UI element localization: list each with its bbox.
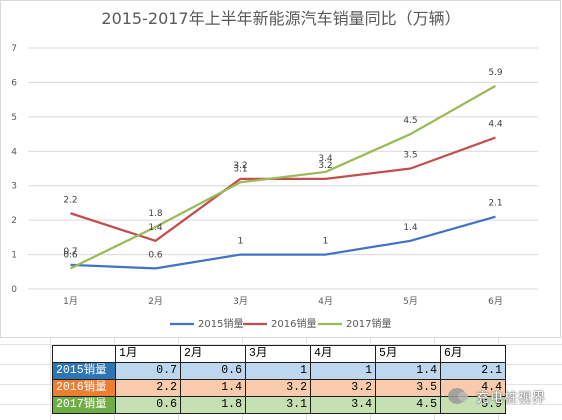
table-header-cell: 3月 bbox=[245, 345, 311, 363]
x-tick-label: 5月 bbox=[403, 296, 418, 307]
table-cell: 0.6 bbox=[180, 362, 246, 380]
data-label: 0.6 bbox=[148, 250, 163, 260]
data-label: 3.4 bbox=[318, 154, 333, 164]
table-cell: 1.8 bbox=[180, 396, 246, 414]
data-label: 0.7 bbox=[63, 247, 77, 257]
data-label: 5.9 bbox=[488, 68, 503, 78]
data-label: 1.4 bbox=[148, 223, 163, 233]
table-header-cell: 6月 bbox=[440, 345, 506, 363]
data-label: 3.2 bbox=[233, 161, 247, 171]
table-header-cell: 5月 bbox=[375, 345, 441, 363]
table-header-cell: 2月 bbox=[180, 345, 246, 363]
y-tick-label: 3 bbox=[11, 182, 17, 192]
table-row: 2016销量 2.2 1.4 3.2 3.2 3.5 4.4 bbox=[52, 379, 506, 397]
table-cell: 2.1 bbox=[440, 362, 506, 380]
data-label: 2.2 bbox=[63, 195, 77, 205]
y-tick-label: 2 bbox=[11, 216, 17, 226]
data-label: 4.4 bbox=[488, 120, 503, 130]
table-header-cell: 1月 bbox=[115, 345, 181, 363]
legend: 2015销量 2016销量 2017销量 bbox=[170, 317, 391, 330]
y-tick-label: 7 bbox=[11, 44, 17, 54]
chart-frame bbox=[0, 0, 561, 338]
data-label: 3.2 bbox=[318, 161, 332, 171]
legend-entry: 2017销量 bbox=[346, 317, 391, 330]
data-label: 4.5 bbox=[403, 116, 417, 126]
table-row-label: 2017销量 bbox=[52, 396, 116, 414]
data-label: 1 bbox=[323, 237, 329, 247]
series-line-2015销量 bbox=[70, 215, 496, 270]
table-row: 2017销量 0.6 1.8 3.1 3.4 4.5 5.9 bbox=[52, 396, 506, 414]
wechat-icon bbox=[448, 388, 468, 404]
watermark-text: 充电桩视界 bbox=[476, 390, 547, 406]
x-tick-label: 6月 bbox=[488, 296, 503, 307]
legend-entry: 2016销量 bbox=[271, 317, 316, 330]
table-row: 2015销量 0.7 0.6 1 1 1.4 2.1 bbox=[52, 362, 506, 380]
table-cell: 3.2 bbox=[310, 379, 376, 397]
table-cell: 1.4 bbox=[180, 379, 246, 397]
table-cell: 0.7 bbox=[115, 362, 181, 380]
table-cell: 1 bbox=[310, 362, 376, 380]
y-tick-label: 1 bbox=[11, 251, 17, 261]
data-label: 0.6 bbox=[63, 250, 78, 260]
chart-title: 2015-2017年上半年新能源汽车销量同比（万辆） bbox=[101, 9, 460, 28]
data-label: 3.1 bbox=[233, 164, 247, 174]
table-cell: 0.6 bbox=[115, 396, 181, 414]
table-cell: 3.5 bbox=[375, 379, 441, 397]
table-cell: 4.5 bbox=[375, 396, 441, 414]
table-header-row: 1月 2月 3月 4月 5月 6月 bbox=[52, 345, 506, 363]
data-label: 3.5 bbox=[403, 151, 417, 161]
y-tick-label: 0 bbox=[11, 285, 17, 295]
table-cell: 3.1 bbox=[245, 396, 311, 414]
table-cell: 1.4 bbox=[375, 362, 441, 380]
data-label: 1 bbox=[238, 237, 244, 247]
legend-entry: 2015销量 bbox=[198, 317, 243, 330]
table-header-cell: 4月 bbox=[310, 345, 376, 363]
y-tick-label: 5 bbox=[11, 113, 17, 123]
data-label: 2.1 bbox=[488, 199, 502, 209]
table-cell: 3.4 bbox=[310, 396, 376, 414]
x-tick-label: 2月 bbox=[148, 296, 163, 307]
series-line-2016销量 bbox=[70, 136, 496, 242]
watermark: 充电桩视界 bbox=[448, 384, 558, 408]
data-label: 1.4 bbox=[403, 223, 418, 233]
table-cell: 3.2 bbox=[245, 379, 311, 397]
table-corner-cell bbox=[52, 345, 116, 363]
line-chart: 2015-2017年上半年新能源汽车销量同比（万辆） 0 1 2 3 4 5 6 7 1月 2月 3… bbox=[11, 9, 538, 330]
table-row-label: 2015销量 bbox=[52, 362, 116, 380]
data-label: 1.8 bbox=[148, 209, 163, 219]
data-table: 1月 2月 3月 4月 5月 6月 2015销量 0.7 0.6 1 1 1.4 2.1 2016销量 2.… bbox=[52, 345, 506, 414]
table-cell: 2.2 bbox=[115, 379, 181, 397]
x-tick-label: 4月 bbox=[318, 296, 333, 307]
series-line-2017销量 bbox=[70, 84, 497, 270]
x-tick-label: 1月 bbox=[63, 296, 78, 307]
y-tick-label: 4 bbox=[11, 147, 17, 157]
table-cell: 1 bbox=[245, 362, 311, 380]
y-tick-label: 6 bbox=[11, 78, 17, 88]
table-row-label: 2016销量 bbox=[52, 379, 116, 397]
x-tick-label: 3月 bbox=[233, 296, 248, 307]
